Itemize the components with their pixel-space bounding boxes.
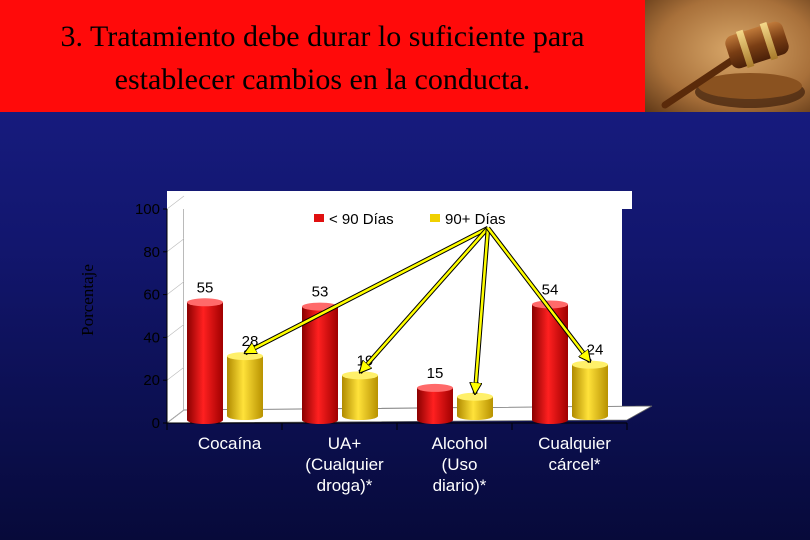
bar-top (532, 300, 568, 309)
bar (227, 352, 263, 420)
bar-top (227, 352, 263, 361)
data-label: 24 (587, 342, 604, 359)
y-tick-label: 60 (143, 287, 160, 304)
legend-swatch (430, 214, 440, 222)
x-category-label: cárcel* (549, 455, 601, 474)
chart-plot-area (184, 196, 622, 410)
bar-body (532, 304, 568, 424)
bar (457, 392, 493, 420)
y-tick-label: 0 (152, 415, 160, 432)
bar-top (342, 371, 378, 380)
bar-top (572, 360, 608, 369)
bar-body (227, 356, 263, 420)
data-label: 53 (312, 284, 329, 301)
bar-top (457, 392, 493, 401)
title-banner (0, 0, 645, 112)
x-category-label: Cualquier (538, 434, 611, 453)
gridline (166, 238, 185, 253)
bar-body (572, 364, 608, 420)
legend-swatch (314, 214, 324, 222)
bar-body (342, 375, 378, 420)
x-category-label: diario)* (433, 476, 487, 495)
x-category-label: droga)* (317, 476, 373, 495)
data-label: 54 (542, 281, 559, 298)
slide-title-line-1: 3. Tratamiento debe durar lo suficiente … (60, 20, 585, 53)
legend-label: < 90 Días (329, 211, 394, 228)
bar-body (457, 396, 493, 420)
bar (532, 300, 568, 424)
x-category-label: (Cualquier (305, 455, 384, 474)
x-category-label: Alcohol (432, 434, 488, 453)
legend-label: 90+ Días (445, 211, 505, 228)
gridline (166, 281, 185, 295)
bar-top (417, 383, 453, 392)
bar (572, 360, 608, 420)
gridline (166, 195, 185, 210)
annotation-arrow (358, 226, 490, 372)
bar (417, 383, 453, 424)
y-tick-label: 100 (135, 201, 160, 218)
x-category-label: UA+ (328, 434, 362, 453)
bar (187, 298, 223, 424)
y-tick-label: 40 (143, 329, 160, 346)
gridline (166, 409, 185, 424)
bar-body (187, 302, 223, 424)
bar-top (187, 298, 223, 307)
bar (342, 371, 378, 420)
chart-top-wall (167, 191, 632, 209)
bar-body (417, 387, 453, 424)
y-tick-label: 20 (143, 372, 160, 389)
gavel-photo (645, 0, 810, 112)
x-category-label: (Uso (442, 455, 478, 474)
bar-body (302, 306, 338, 424)
x-category-label: Cocaína (198, 434, 262, 453)
annotation-arrow (486, 226, 592, 362)
gridline (166, 324, 185, 338)
annotation-arrow (245, 225, 490, 356)
y-tick-label: 80 (143, 244, 160, 261)
slide-title-line-2: establecer cambios en la conducta. (114, 63, 531, 96)
annotation-arrow (475, 227, 491, 394)
data-label: 55 (197, 279, 214, 296)
chart-plot-area (166, 195, 185, 424)
gridline (166, 366, 185, 381)
data-label: 15 (427, 365, 444, 382)
